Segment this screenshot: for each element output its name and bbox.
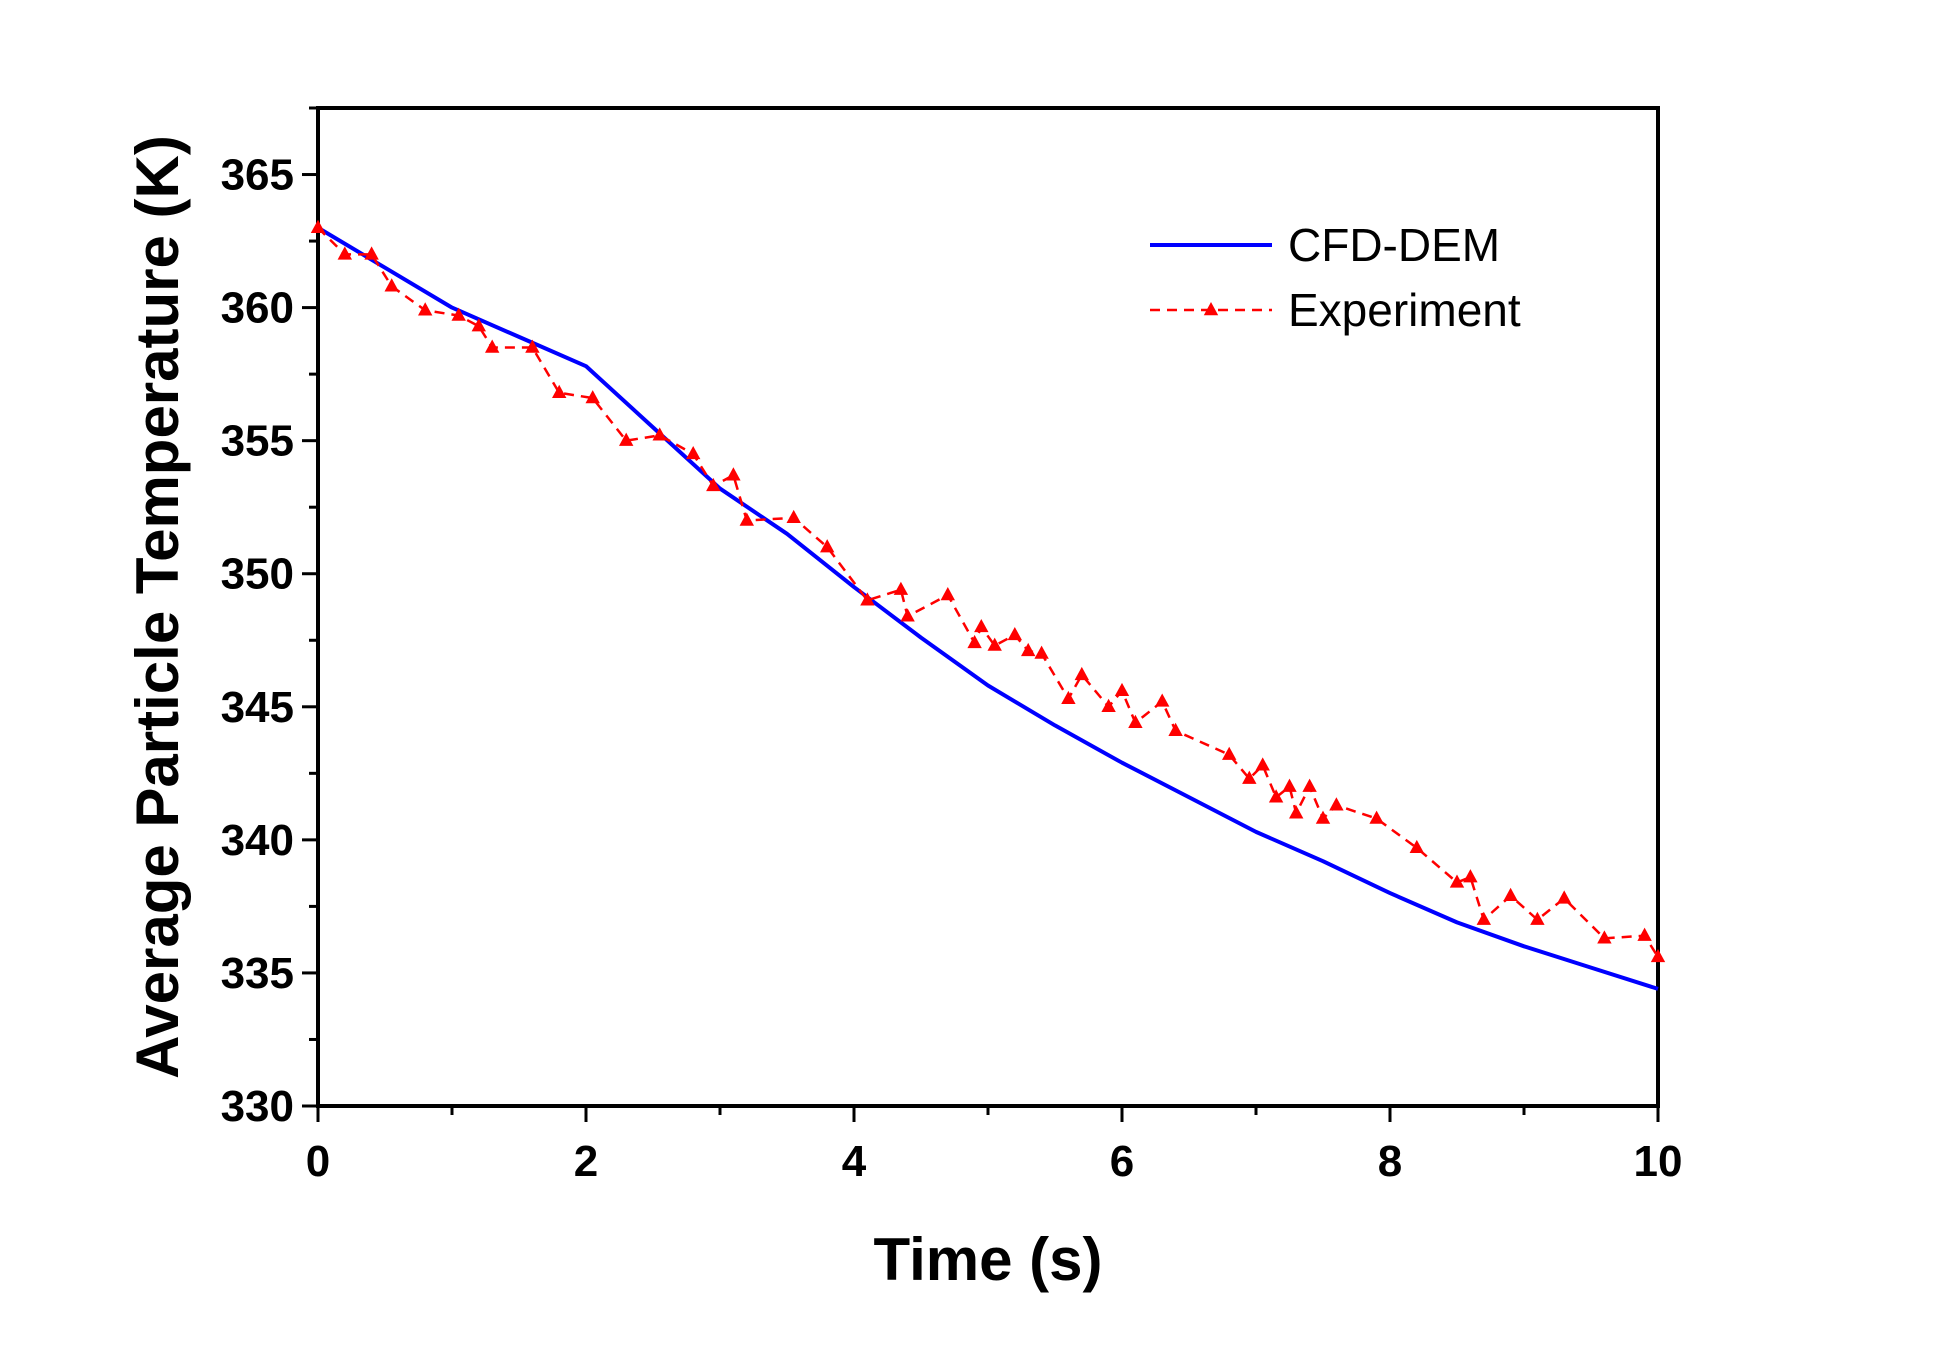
data-point [585,390,600,404]
data-point [552,384,567,398]
data-point [418,302,433,316]
x-axis-title: Time (s) [874,1226,1103,1293]
data-point [1650,948,1666,963]
data-point [364,246,379,260]
data-point [893,581,909,595]
data-point [1074,666,1089,681]
data-point [860,592,875,606]
y-tick-label: 360 [221,284,294,333]
legend-item: Experiment [1150,284,1521,336]
data-point [1128,714,1143,728]
data-point [1282,778,1297,792]
data-point [1101,698,1116,712]
legend-label: Experiment [1288,284,1521,336]
y-tick-label: 350 [221,550,294,599]
y-tick-label: 330 [221,1082,294,1131]
x-tick-label: 8 [1378,1137,1402,1186]
data-point [900,608,915,622]
legend-marker [1203,302,1219,316]
data-point [1021,642,1036,657]
data-point [1449,874,1465,888]
data-point [1268,789,1284,803]
data-point [485,339,500,353]
data-point [1222,746,1237,760]
data-point [686,445,701,460]
data-point [384,278,399,292]
data-point [337,246,352,260]
y-tick-label: 345 [221,683,294,732]
data-point [726,467,741,481]
y-tick-label: 335 [221,949,294,998]
series-line [317,226,1660,958]
y-axis-title: Average Particle Temperature (K) [124,135,191,1079]
data-point [1061,690,1076,705]
x-tick-label: 0 [306,1137,330,1186]
legend-label: CFD-DEM [1288,219,1500,271]
y-tick-label: 340 [221,816,294,865]
data-point [1255,757,1270,771]
data-point [987,637,1002,651]
data-point [1530,911,1545,925]
data-point [1155,693,1170,707]
data-point [1463,869,1478,883]
data-point [974,618,989,633]
legend-item: CFD-DEM [1150,219,1500,271]
data-point [652,427,667,441]
data-point [1168,722,1183,736]
data-point [1503,887,1518,901]
x-tick-label: 6 [1110,1137,1134,1186]
x-tick-label: 2 [574,1137,598,1186]
data-point [1302,778,1317,792]
y-tick-label: 365 [221,151,294,200]
x-tick-label: 10 [1634,1137,1683,1186]
data-point [1597,930,1612,944]
data-point [1289,805,1304,819]
series-line [316,226,1659,991]
data-series [310,219,1666,991]
series-experiment [310,219,1666,963]
data-point [1409,839,1424,854]
data-point [1007,626,1022,641]
data-point [1369,810,1384,824]
data-point [739,512,754,526]
data-point [967,634,982,649]
data-point [1034,645,1049,659]
data-point [820,539,835,553]
data-point [1557,890,1572,904]
data-point [1476,911,1491,925]
data-point [619,432,634,446]
data-point [1329,797,1344,811]
y-tick-label: 355 [221,417,294,466]
data-point [940,587,955,601]
data-point [1114,682,1130,697]
data-point [451,307,466,321]
axis-ticks: 0 2 4 6 8 10 330 335 340 345 350 355 360 365 [221,106,1683,1186]
x-tick-label: 4 [842,1137,867,1186]
data-point [471,318,486,332]
data-point [1637,927,1652,941]
axis-labels: Time (s) Average Particle Temperature (K… [124,135,1102,1293]
legend: CFD-DEM Experiment [1150,219,1521,336]
data-point [706,477,721,492]
data-point [1315,810,1331,824]
series-cfd-dem [316,226,1659,991]
data-point [1242,770,1257,784]
data-point [310,219,326,233]
data-point [525,339,540,353]
data-point [786,509,801,524]
